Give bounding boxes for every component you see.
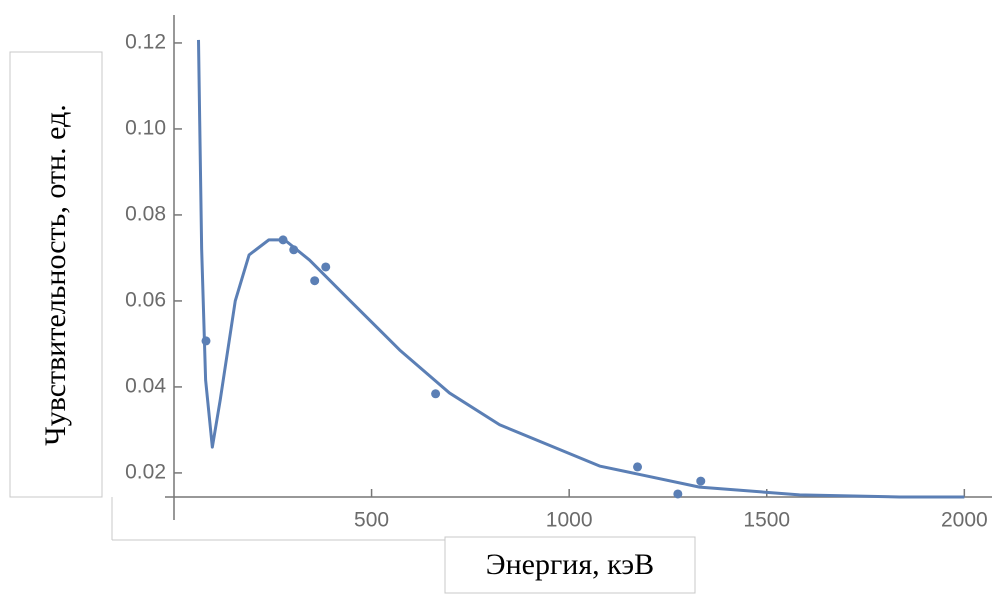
y-tick-label: 0.04 — [125, 374, 166, 397]
y-label-box — [9, 51, 103, 498]
y-tick-label: 0.06 — [125, 288, 166, 311]
data-point — [431, 389, 441, 399]
x-axis-label: Энергия, кэВ — [486, 548, 654, 581]
x-tick-label: 1500 — [743, 509, 790, 532]
y-tick-label: 0.02 — [125, 460, 166, 483]
y-tick-label: 0.10 — [125, 116, 166, 139]
y-axis-label: Чувствительность, отн. ед. — [39, 104, 72, 446]
x-label-box — [444, 536, 696, 594]
data-point — [633, 462, 643, 472]
data-point — [673, 489, 683, 499]
data-point — [696, 476, 706, 486]
x-tick-label: 1000 — [546, 509, 593, 532]
fit-curve — [197, 39, 965, 499]
x-tick-label: 500 — [354, 509, 389, 532]
data-point — [310, 276, 320, 286]
y-tick-label: 0.12 — [125, 30, 166, 53]
data-point — [321, 262, 331, 272]
y-tick-label: 0.08 — [125, 202, 166, 225]
x-tick-label: 2000 — [941, 509, 988, 532]
